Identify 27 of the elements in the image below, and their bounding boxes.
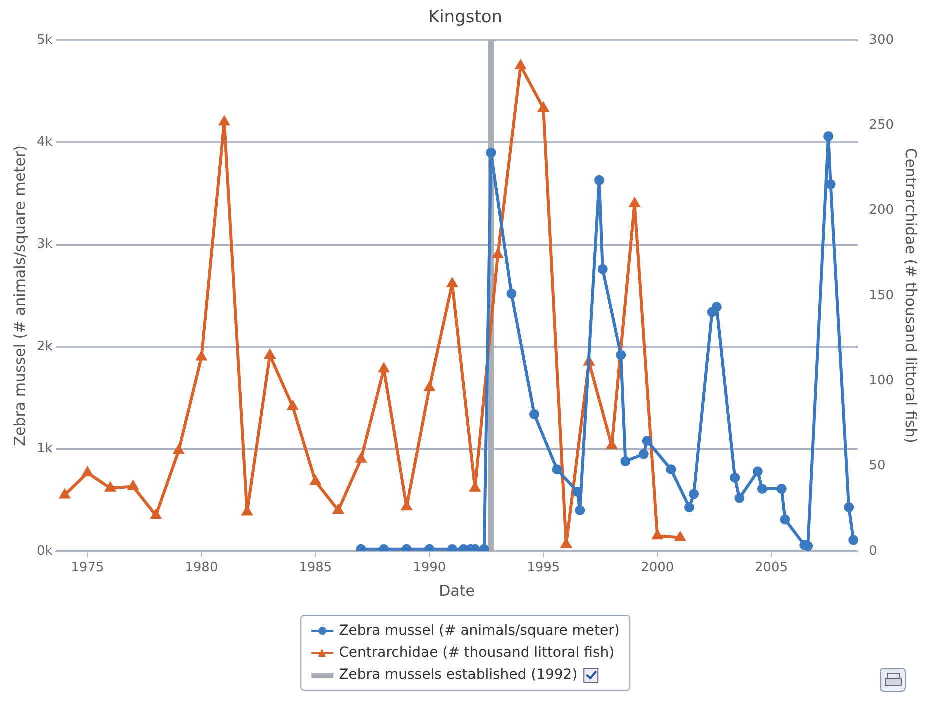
y2-tick-label: 0: [869, 544, 878, 559]
legend-label: Zebra mussel (# animals/square meter): [339, 623, 620, 639]
x-tick-label: 1990: [413, 560, 446, 576]
chart-title: Kingston: [428, 8, 503, 28]
y-axis-title: Zebra mussel (# animals/square meter): [10, 145, 29, 446]
y2-tick-label: 100: [869, 373, 894, 388]
x-axis-title: Date: [439, 582, 475, 600]
legend-label: Centrarchidae (# thousand littoral fish): [339, 645, 615, 661]
y2-tick-label: 150: [869, 288, 894, 304]
y2-axis-title: Centrarchidae (# thousand littoral fish): [902, 148, 920, 444]
y-tick-label: 5k: [36, 32, 54, 48]
x-tick-label: 1995: [527, 560, 560, 576]
y-tick-label: 1k: [36, 442, 54, 457]
x-tick-label: 1980: [185, 560, 218, 576]
y2-tick-label: 200: [869, 203, 894, 218]
y2-tick-label: 300: [869, 32, 894, 48]
legend-label: Zebra mussels established (1992): [339, 667, 578, 683]
y-tick-label: 2k: [36, 339, 54, 354]
y2-tick-label: 250: [869, 118, 894, 133]
y-tick-label: 0k: [36, 544, 54, 559]
x-tick-label: 2000: [641, 560, 674, 576]
y-tick-label: 3k: [36, 237, 54, 252]
y-tick-label: 4k: [36, 134, 54, 150]
y2-tick-label: 50: [869, 458, 886, 474]
x-tick-label: 1985: [299, 560, 332, 576]
x-tick-label: 2005: [755, 560, 788, 576]
x-tick-label: 1975: [71, 560, 104, 576]
